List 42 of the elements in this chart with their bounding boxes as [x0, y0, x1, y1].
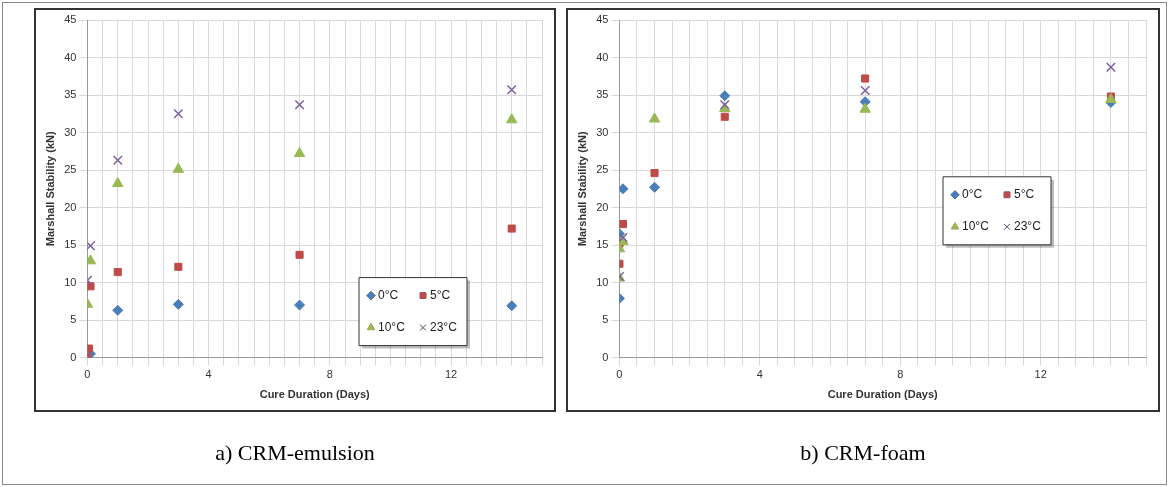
x-tick-label: 12: [1034, 368, 1047, 381]
x-tick-label: 8: [326, 368, 333, 381]
legend-label: 5°C: [1014, 187, 1035, 202]
y-tick-label: 5: [602, 313, 609, 326]
y-tick-label: 35: [64, 88, 77, 101]
y-tick-label: 40: [596, 50, 609, 63]
x-tick-label: 0: [84, 368, 91, 381]
y-tick-label: 35: [596, 88, 609, 101]
text: a) CRM-emulsion: [214, 440, 376, 466]
x-axis-title: Cure Duration (Days): [259, 388, 371, 401]
y-tick-label: 40: [64, 50, 77, 63]
y-tick-label: 45: [64, 13, 77, 26]
y-tick-label: 0: [602, 350, 609, 363]
x-tick-label: 4: [205, 368, 212, 381]
legend-label: 23°C: [430, 319, 458, 334]
legend-label: 10°C: [962, 219, 990, 234]
y-tick-label: 10: [64, 275, 77, 288]
x-tick-label: 4: [756, 368, 763, 381]
text: b) CRM-foam: [799, 440, 927, 466]
legend-label: 5°C: [430, 287, 451, 302]
y-tick-label: 30: [64, 125, 77, 138]
y-tick-label: 10: [596, 275, 609, 288]
legend-label: 23°C: [1014, 219, 1042, 234]
y-tick-label: 20: [64, 200, 77, 213]
x-tick-label: 12: [444, 368, 458, 381]
y-tick-label: 30: [596, 125, 609, 138]
legend-label: 0°C: [962, 187, 983, 202]
legend-label: 0°C: [378, 287, 399, 302]
x-axis-title: Cure Duration (Days): [827, 388, 939, 401]
y-axis-title: Marshall Stability (kN): [43, 131, 56, 247]
y-axis-title: Marshall Stability (kN): [575, 131, 588, 247]
y-tick-label: 15: [64, 238, 77, 251]
y-tick-label: 5: [70, 313, 77, 326]
y-tick-label: 45: [596, 13, 609, 26]
y-tick-label: 15: [596, 238, 609, 251]
x-tick-label: 0: [616, 368, 623, 381]
y-tick-label: 20: [596, 200, 609, 213]
y-tick-label: 25: [596, 163, 609, 176]
legend-label: 10°C: [378, 319, 406, 334]
x-tick-label: 8: [897, 368, 904, 381]
y-tick-label: 0: [70, 350, 77, 363]
y-tick-label: 25: [64, 163, 77, 176]
